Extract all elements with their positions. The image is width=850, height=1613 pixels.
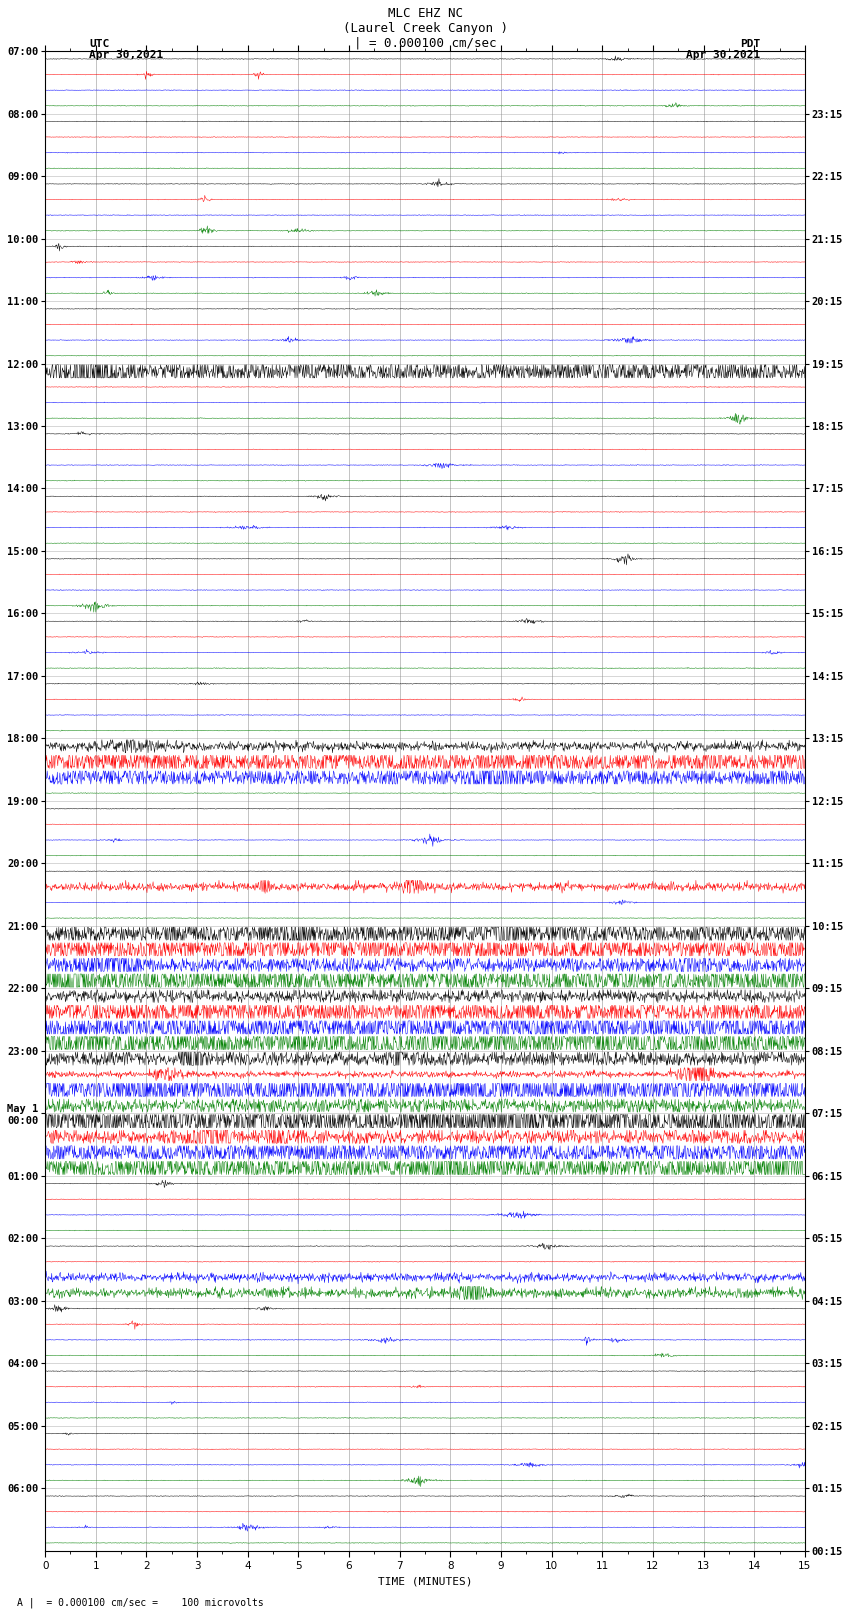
Text: Apr 30,2021: Apr 30,2021 bbox=[89, 50, 163, 60]
Title: MLC EHZ NC
(Laurel Creek Canyon )
| = 0.000100 cm/sec: MLC EHZ NC (Laurel Creek Canyon ) | = 0.… bbox=[343, 6, 507, 50]
Text: Apr 30,2021: Apr 30,2021 bbox=[687, 50, 761, 60]
X-axis label: TIME (MINUTES): TIME (MINUTES) bbox=[377, 1576, 473, 1587]
Text: A |  = 0.000100 cm/sec =    100 microvolts: A | = 0.000100 cm/sec = 100 microvolts bbox=[17, 1597, 264, 1608]
Text: UTC: UTC bbox=[89, 39, 110, 48]
Text: PDT: PDT bbox=[740, 39, 761, 48]
